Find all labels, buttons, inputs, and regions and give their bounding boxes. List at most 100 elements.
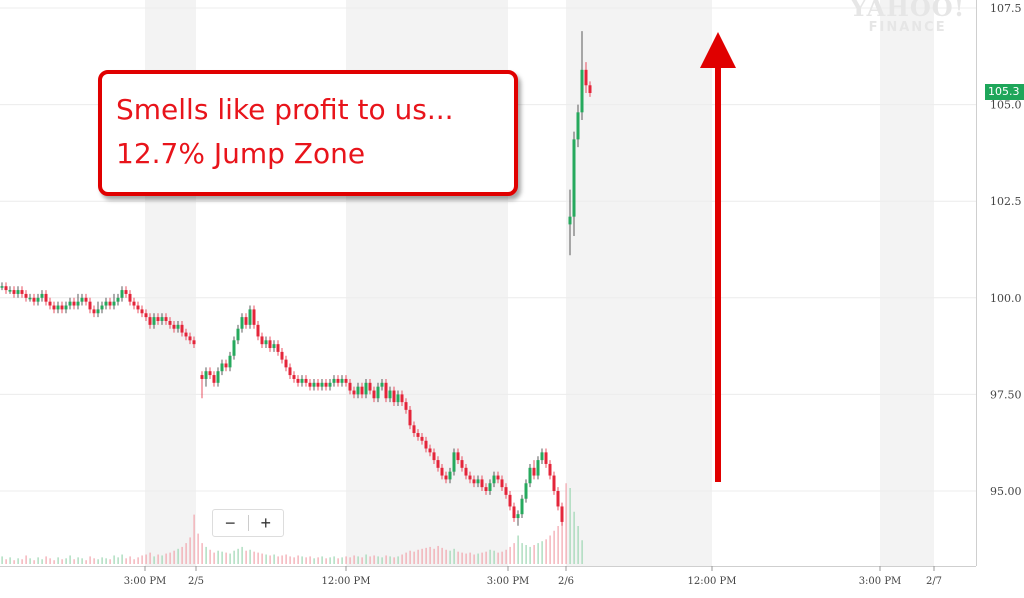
x-tick-label: 12:00 PM	[322, 576, 371, 587]
volume-bar	[257, 552, 259, 564]
volume-bar	[33, 560, 35, 564]
volume-bar	[29, 558, 31, 564]
volume-bar	[369, 556, 371, 564]
candle-body	[108, 301, 112, 306]
candle-body	[296, 378, 300, 383]
volume-bar	[341, 557, 343, 564]
candle-body	[200, 375, 204, 379]
candle-body	[356, 386, 360, 395]
candle-body	[188, 336, 192, 341]
candle-body	[288, 367, 292, 376]
volume-bar	[365, 554, 367, 564]
volume-bar	[381, 557, 383, 564]
volume-bar	[281, 555, 283, 564]
candle-body	[276, 344, 280, 352]
candle-body	[456, 452, 460, 461]
candle-body	[104, 301, 108, 306]
zoom-in-button[interactable]: +	[260, 513, 271, 533]
candle-body	[204, 371, 208, 379]
candle-body	[580, 69, 584, 113]
x-tick-label: 2/6	[558, 576, 574, 587]
volume-bar	[509, 546, 511, 564]
volume-bar	[121, 554, 123, 564]
candle-body	[92, 309, 96, 314]
volume-bar	[349, 557, 351, 564]
candle-body	[232, 340, 236, 356]
yahoo-finance-logo: YAHOO! FINANCE	[850, 0, 965, 35]
zoom-out-button[interactable]: −	[224, 513, 236, 533]
candle-body	[504, 487, 508, 495]
candle-body	[536, 460, 540, 476]
volume-bar	[249, 549, 251, 564]
volume-bar	[61, 559, 63, 564]
candle-body	[468, 475, 472, 480]
volume-bar	[45, 556, 47, 564]
volume-bar	[489, 549, 491, 564]
candle-body	[268, 340, 272, 349]
volume-bar	[117, 557, 119, 564]
candle-body	[44, 293, 48, 302]
volume-bar	[529, 546, 531, 564]
session-shade	[566, 0, 712, 566]
volume-bar	[549, 535, 551, 564]
volume-bar	[553, 530, 555, 564]
candle-body	[476, 479, 480, 484]
volume-bars	[1, 483, 583, 564]
candle-body	[28, 297, 32, 300]
volume-bar	[405, 552, 407, 564]
candle-body	[312, 382, 316, 387]
candle-body	[376, 386, 380, 399]
volume-bar	[561, 516, 563, 564]
candle-body	[160, 317, 164, 321]
candle-body	[12, 290, 16, 294]
volume-bar	[9, 557, 11, 564]
candle-body	[480, 479, 484, 488]
volume-bar	[305, 557, 307, 564]
volume-bar	[565, 483, 567, 564]
volume-bar	[125, 558, 127, 564]
candle-body	[408, 409, 412, 426]
candle-body	[176, 324, 180, 329]
volume-bar	[537, 543, 539, 564]
x-tick-label: 3:00 PM	[859, 576, 902, 587]
last-price-badge: 105.3	[985, 84, 1024, 100]
volume-bar	[573, 511, 575, 564]
candle-body	[64, 305, 68, 310]
volume-bar	[105, 558, 107, 564]
volume-bar	[37, 557, 39, 564]
candle-body	[20, 290, 24, 294]
volume-bar	[289, 556, 291, 564]
candle-body	[384, 382, 388, 399]
volume-bar	[313, 558, 315, 564]
volume-bar	[457, 551, 459, 564]
candle-body	[300, 378, 304, 383]
volume-bar	[273, 554, 275, 564]
candle-body	[292, 375, 296, 379]
candle-body	[452, 452, 456, 472]
volume-bar	[409, 550, 411, 564]
volume-bar	[357, 556, 359, 564]
candle-body	[576, 112, 580, 140]
candle-body	[244, 317, 248, 325]
volume-bar	[237, 548, 239, 564]
volume-bar	[285, 554, 287, 564]
volume-bar	[137, 557, 139, 564]
volume-bar	[557, 526, 559, 564]
volume-bar	[297, 555, 299, 564]
volume-bar	[545, 539, 547, 564]
volume-bar	[169, 552, 171, 564]
candle-body	[100, 305, 104, 310]
volume-bar	[569, 488, 571, 564]
volume-bar	[433, 548, 435, 564]
candle-body	[48, 301, 52, 306]
volume-bar	[417, 549, 419, 564]
volume-bar	[85, 560, 87, 564]
x-tick-label: 2/5	[188, 576, 204, 587]
candle-body	[0, 286, 4, 288]
volume-bar	[81, 558, 83, 564]
y-tick-label: 95.00	[990, 485, 1022, 498]
volume-bar	[193, 514, 195, 564]
volume-bar	[353, 555, 355, 564]
candle-body	[428, 448, 432, 453]
volume-bar	[513, 543, 515, 564]
